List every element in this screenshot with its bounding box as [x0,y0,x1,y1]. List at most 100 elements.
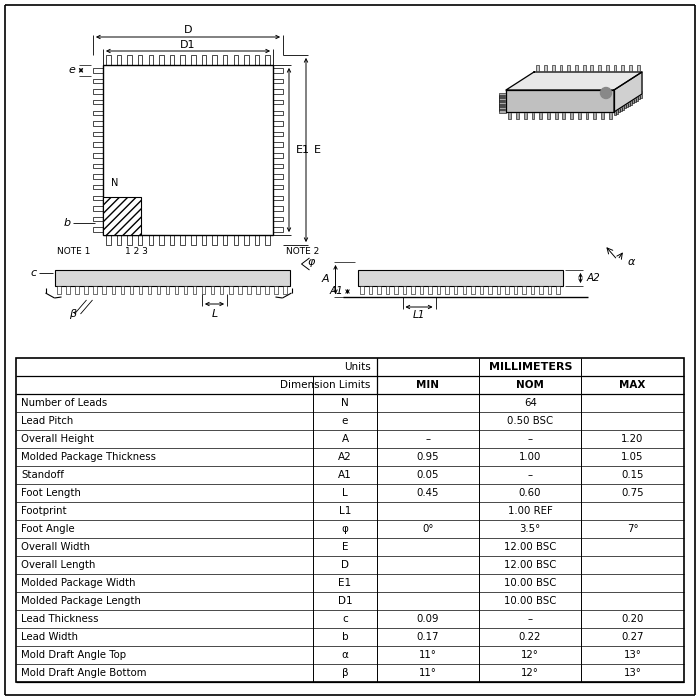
Text: 0.75: 0.75 [622,488,644,498]
Bar [531,112,534,119]
Bar [499,108,506,111]
Bar [622,65,624,72]
Text: Standoff: Standoff [21,470,64,480]
Bar [524,112,526,119]
Bar [57,286,61,294]
Bar [93,185,103,190]
Bar [369,286,372,294]
Text: 1.00: 1.00 [519,452,541,462]
Text: φ: φ [342,524,349,534]
Bar [273,217,283,221]
Bar [552,65,554,72]
Text: 0.27: 0.27 [622,632,644,642]
Bar [273,153,283,158]
Bar [148,286,151,294]
Text: 12.00 BSC: 12.00 BSC [504,560,556,570]
Bar [358,270,563,286]
Text: Overall Length: Overall Length [21,560,95,570]
Bar [148,55,153,65]
Bar [624,102,626,108]
Bar [499,105,506,108]
Bar [265,286,269,294]
Bar [274,286,278,294]
Bar [570,112,573,119]
Bar [148,235,153,245]
Bar [622,103,624,110]
Bar [638,92,640,99]
Bar [582,65,585,72]
Bar [85,286,88,294]
Bar [139,286,142,294]
Bar [578,112,581,119]
Text: NOM: NOM [516,380,544,390]
Bar [212,55,217,65]
Text: –: – [528,434,533,444]
Bar [386,286,389,294]
Bar [547,112,550,119]
Text: b: b [342,632,349,642]
Text: L: L [211,309,218,319]
Text: Molded Package Width: Molded Package Width [21,578,136,588]
Text: c: c [342,614,348,624]
Bar [93,132,103,136]
Bar [499,102,506,105]
Text: A2: A2 [338,452,352,462]
Bar [499,106,506,109]
Bar [181,55,185,65]
Text: E: E [342,542,348,552]
Text: Footprint: Footprint [21,506,66,516]
Bar [93,100,103,104]
Bar [445,286,449,294]
Bar [497,286,500,294]
Bar [106,235,111,245]
Text: A2: A2 [587,273,601,283]
Bar [93,78,103,83]
Text: 0.15: 0.15 [622,470,644,480]
Bar [626,100,629,107]
Bar [106,55,111,65]
Bar [273,206,283,211]
Bar [170,235,174,245]
Bar [614,65,617,72]
Text: MILLIMETERS: MILLIMETERS [489,362,572,372]
Text: e: e [68,65,75,76]
Text: Mold Draft Angle Top: Mold Draft Angle Top [21,650,126,660]
Bar [66,286,70,294]
Text: A1: A1 [330,286,344,297]
Bar [273,90,283,94]
Bar [554,112,557,119]
Text: 10.00 BSC: 10.00 BSC [504,596,556,606]
Bar [539,112,542,119]
Bar [499,94,506,97]
Bar [531,286,534,294]
Text: 1.05: 1.05 [622,452,644,462]
Bar [499,110,506,113]
Text: Overall Height: Overall Height [21,434,94,444]
Text: c: c [30,268,36,278]
Bar [508,112,511,119]
Text: Number of Leads: Number of Leads [21,398,107,408]
Bar [640,91,643,98]
Bar [55,270,290,286]
Bar [223,55,228,65]
Bar [223,235,228,245]
Bar [601,112,604,119]
Text: 64: 64 [524,398,537,408]
Bar [93,164,103,168]
Bar [212,235,217,245]
Bar [273,78,283,83]
Bar [559,65,562,72]
Bar [93,217,103,221]
Text: 1 2 3: 1 2 3 [125,246,148,256]
Bar [229,286,232,294]
Bar [499,107,506,110]
Bar [499,96,506,99]
Bar [202,55,206,65]
Bar [93,195,103,200]
Text: φ: φ [307,257,315,267]
Bar [586,112,589,119]
Text: N: N [341,398,349,408]
Text: α: α [627,257,635,267]
Text: A1: A1 [338,470,352,480]
Bar [138,55,142,65]
